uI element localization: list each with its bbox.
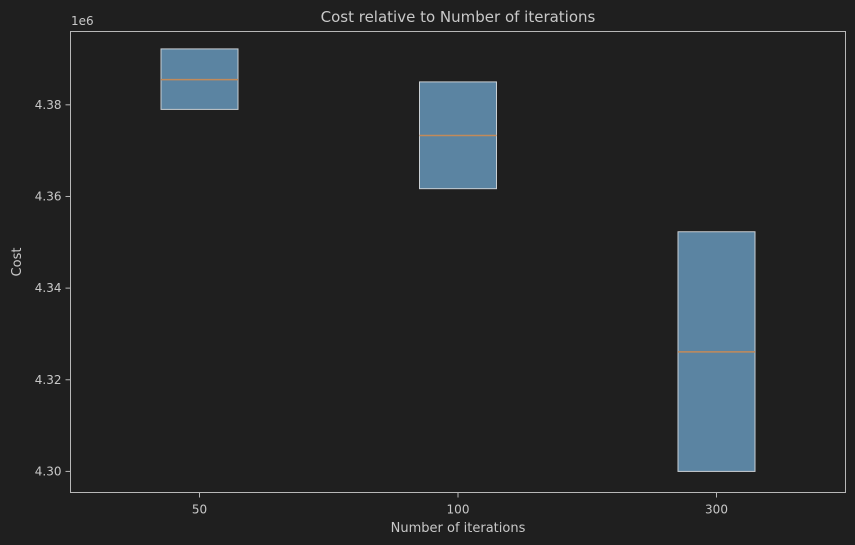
y-axis-label: Cost [10, 248, 25, 277]
y-tick-label: 4.38 [35, 98, 62, 112]
box-100 [419, 81, 497, 190]
x-axis-label: Number of iterations [391, 521, 526, 536]
y-tick-label: 4.30 [35, 464, 62, 478]
box-50 [160, 48, 239, 110]
chart-title: Cost relative to Number of iterations [321, 8, 596, 26]
box-300 [677, 231, 756, 472]
x-axis-ticks: 50 100 300 [192, 492, 728, 517]
y-tick-label: 4.32 [35, 373, 62, 387]
y-tick-label: 4.36 [35, 189, 62, 203]
x-tick-label: 50 [192, 503, 207, 517]
y-axis-ticks: 4.30 4.32 4.34 4.36 4.38 [35, 98, 71, 478]
y-axis-multiplier-label: 1e6 [71, 14, 94, 28]
y-tick-label: 4.34 [35, 281, 62, 295]
plot-area [160, 48, 756, 472]
x-tick-label: 100 [447, 503, 470, 517]
axes-frame [70, 31, 846, 493]
x-tick-label: 300 [705, 503, 728, 517]
